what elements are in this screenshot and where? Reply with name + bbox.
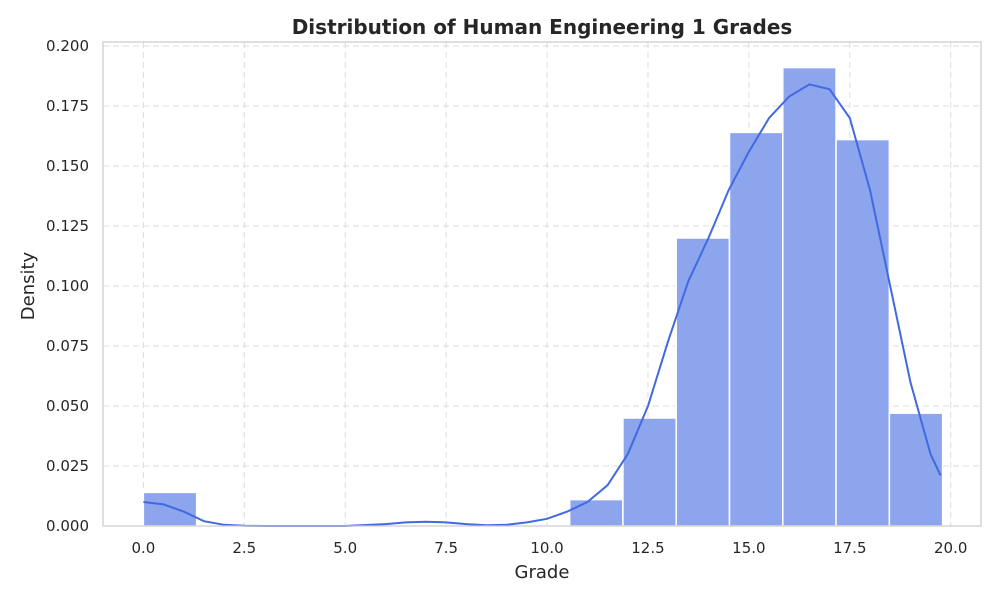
y-tick-label: 0.000 [46, 517, 89, 535]
x-tick-label: 2.5 [232, 539, 256, 557]
y-tick-label: 0.100 [46, 277, 89, 295]
x-tick-label: 17.5 [833, 539, 866, 557]
y-tick-label: 0.025 [46, 457, 89, 475]
y-tick-label: 0.050 [46, 397, 89, 415]
x-tick-label: 20.0 [934, 539, 967, 557]
y-tick-label: 0.125 [46, 217, 89, 235]
histogram-bar [782, 66, 837, 527]
histogram-bar [675, 237, 731, 527]
x-tick-label: 15.0 [732, 539, 765, 557]
y-tick-labels: 0.000 0.025 0.050 0.075 0.100 0.125 0.150 0.175… [46, 37, 89, 535]
plot-frame [102, 41, 982, 527]
histogram-bars [142, 66, 944, 527]
x-tick-label: 12.5 [631, 539, 664, 557]
x-tick-labels: 0.0 2.5 5.0 7.5 10.0 12.5 15.0 17.5 20.0 [131, 539, 967, 557]
histogram-bar [835, 138, 891, 527]
y-tick-label: 0.075 [46, 337, 89, 355]
x-tick-label: 5.0 [333, 539, 357, 557]
y-tick-label: 0.150 [46, 157, 89, 175]
x-axis-label: Grade [515, 562, 570, 583]
y-axis-label: Density [18, 251, 39, 320]
y-tick-label: 0.200 [46, 37, 89, 55]
histogram-bar [728, 131, 784, 527]
histogram-bar [622, 417, 677, 527]
x-tick-label: 10.0 [530, 539, 563, 557]
x-tick-label: 0.0 [131, 539, 155, 557]
histogram-bar [142, 491, 198, 527]
chart-title: Distribution of Human Engineering 1 Grad… [292, 15, 793, 39]
x-tick-label: 7.5 [434, 539, 458, 557]
y-tick-label: 0.175 [46, 97, 89, 115]
histogram-bar [568, 498, 624, 527]
histogram-bar [888, 412, 944, 527]
